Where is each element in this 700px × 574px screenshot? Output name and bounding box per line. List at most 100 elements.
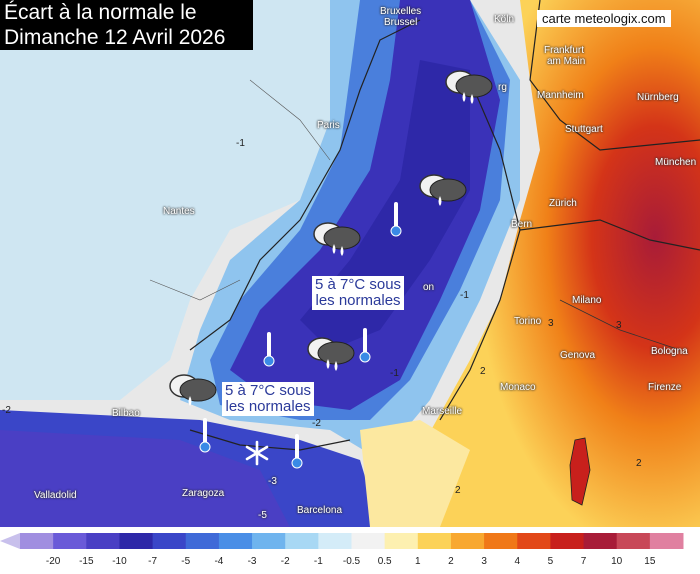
rain-cloud-icon bbox=[307, 337, 355, 371]
city-label: Bern bbox=[511, 219, 533, 230]
anomaly-annotation: 5 à 7°C sous les normales bbox=[312, 276, 405, 310]
legend-tick-label: -2 bbox=[280, 556, 290, 567]
city-label: Torino bbox=[514, 316, 542, 327]
legend-swatch bbox=[351, 533, 386, 549]
annotation-line: 5 à 7°C sous bbox=[315, 276, 402, 293]
legend-tick-label: -1 bbox=[313, 556, 323, 567]
legend-swatch bbox=[318, 533, 352, 549]
contour-label: -5 bbox=[258, 510, 267, 521]
annotation-line: les normales bbox=[225, 398, 311, 415]
legend-swatch bbox=[417, 533, 452, 549]
map-title-box: Écart à la normale le Dimanche 12 Avril … bbox=[0, 0, 253, 50]
contour-label: -2 bbox=[312, 418, 321, 429]
city-label: Zaragoza bbox=[182, 488, 225, 499]
legend-tick-label: -15 bbox=[79, 556, 94, 567]
legend-tick-label: -0.5 bbox=[342, 556, 361, 567]
thermometer-cold-icon bbox=[291, 434, 303, 469]
city-label: Nantes bbox=[163, 206, 195, 217]
city-label: Bologna bbox=[651, 346, 688, 357]
city-label: Köln bbox=[494, 14, 515, 25]
legend-arrow bbox=[0, 533, 20, 549]
contour-label: -1 bbox=[390, 368, 399, 379]
legend-tick-label: -4 bbox=[214, 556, 224, 567]
thermometer-cold-icon bbox=[199, 418, 211, 453]
legend-tick-label: 4 bbox=[514, 556, 521, 567]
legend-swatch bbox=[384, 533, 419, 549]
contour-label: 2 bbox=[480, 366, 486, 377]
contour-label: 2 bbox=[455, 485, 461, 496]
city-label: Bruxelles bbox=[380, 6, 422, 17]
legend-swatch bbox=[119, 533, 154, 549]
legend-tick-label: 1 bbox=[415, 556, 421, 567]
snowflake-icon bbox=[245, 440, 269, 466]
legend-swatch bbox=[517, 533, 551, 549]
city-label: rg bbox=[498, 82, 507, 93]
contour-label: 2 bbox=[636, 458, 642, 469]
thermometer-cold-icon bbox=[263, 332, 275, 367]
temperature-anomaly-map bbox=[0, 0, 700, 527]
legend-swatch bbox=[86, 533, 120, 549]
legend-swatch bbox=[450, 533, 485, 549]
legend-swatch bbox=[616, 533, 651, 549]
legend-swatch bbox=[484, 533, 518, 549]
legend-tick-label: -20 bbox=[45, 556, 61, 567]
city-label: Paris bbox=[317, 120, 340, 131]
anomaly-annotation: 5 à 7°C sous les normales bbox=[222, 382, 315, 416]
credit-label[interactable]: carte meteologix.com bbox=[537, 10, 671, 27]
legend-tick-label: -7 bbox=[148, 556, 158, 567]
contour-label: -1 bbox=[460, 290, 469, 301]
legend-swatch bbox=[152, 533, 187, 549]
thermometer-cold-icon bbox=[359, 328, 371, 363]
city-label: am Main bbox=[547, 56, 586, 67]
city-label: Milano bbox=[572, 295, 602, 306]
city-label: Valladolid bbox=[34, 490, 77, 501]
legend-swatch bbox=[185, 533, 220, 549]
legend-swatch bbox=[218, 533, 253, 549]
annotation-line: 5 à 7°C sous bbox=[225, 382, 312, 399]
rain-cloud-icon bbox=[419, 174, 467, 206]
rain-cloud-icon bbox=[445, 70, 493, 104]
legend-tick-label: 3 bbox=[481, 556, 487, 567]
city-label: Frankfurt bbox=[544, 45, 585, 56]
city-label: Marseille bbox=[422, 406, 463, 417]
legend-swatch bbox=[53, 533, 87, 549]
color-legend: -20 -15 -10 -7 -5 -4 -3 -2 -1 -0.5 0.5 1 2 3 4 5 7 10 15 bbox=[0, 527, 700, 574]
legend-tick-label: -3 bbox=[247, 556, 257, 567]
legend-tick-label: 5 bbox=[547, 556, 554, 567]
city-label: Monaco bbox=[500, 382, 536, 393]
city-label: Stuttgart bbox=[565, 124, 603, 135]
city-label: Barcelona bbox=[297, 505, 343, 516]
contour-label: 3 bbox=[616, 320, 622, 331]
legend-tick-label: 0.5 bbox=[377, 556, 392, 567]
contour-label: -2 bbox=[2, 405, 11, 416]
city-label: on bbox=[423, 282, 435, 293]
legend-swatch bbox=[285, 533, 319, 549]
contour-label: 3 bbox=[548, 318, 554, 329]
rain-cloud-icon bbox=[169, 374, 217, 406]
thermometer-cold-icon bbox=[390, 202, 402, 237]
legend-tick-label: -5 bbox=[181, 556, 191, 567]
legend-tick-label: 10 bbox=[611, 556, 623, 567]
city-label: Bilbao bbox=[112, 408, 140, 419]
city-label: Mannheim bbox=[537, 90, 584, 101]
legend-swatch bbox=[20, 533, 54, 549]
legend-swatch bbox=[550, 533, 585, 549]
city-label: München bbox=[655, 157, 697, 168]
legend-swatch bbox=[583, 533, 618, 549]
legend-tick-label: 15 bbox=[644, 556, 656, 567]
legend-tick-label: 7 bbox=[580, 556, 587, 567]
city-label: Nürnberg bbox=[637, 92, 679, 103]
annotation-line: les normales bbox=[315, 292, 401, 309]
title-line-2: Dimanche 12 Avril 2026 bbox=[4, 26, 226, 49]
rain-cloud-icon bbox=[313, 222, 361, 256]
legend-swatch bbox=[649, 533, 684, 549]
legend-tick-label: 2 bbox=[448, 556, 454, 567]
legend-swatch bbox=[252, 533, 286, 549]
city-label: Zürich bbox=[549, 198, 577, 209]
city-label: Genova bbox=[560, 350, 596, 361]
contour-label: -1 bbox=[236, 138, 245, 149]
city-label: Brussel bbox=[384, 17, 418, 28]
legend-tick-label: -10 bbox=[112, 556, 127, 567]
city-label: Firenze bbox=[648, 382, 682, 393]
